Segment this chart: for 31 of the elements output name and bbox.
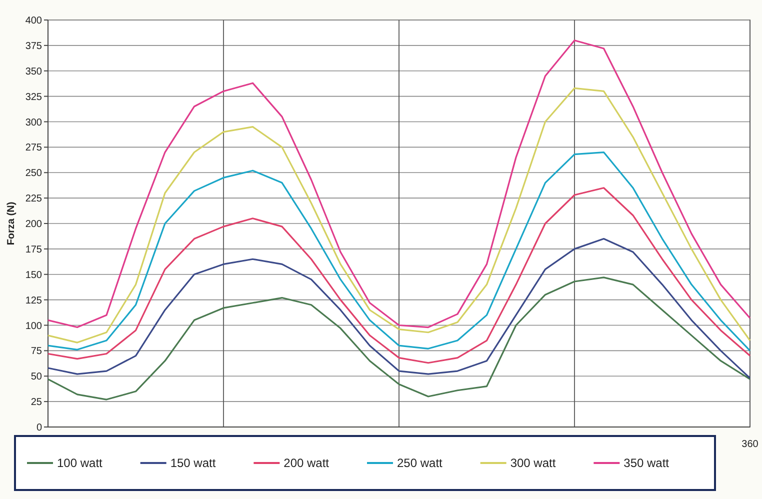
- legend-label: 100 watt: [57, 456, 104, 470]
- y-axis-title: Forza (N): [6, 202, 17, 246]
- legend-label: 150 watt: [170, 456, 216, 470]
- y-tick-label: 400: [25, 16, 42, 26]
- y-tick-label: 175: [25, 244, 42, 256]
- y-tick-label: 375: [25, 40, 42, 52]
- line-series: [47, 187, 751, 364]
- y-tick-label: 150: [25, 270, 42, 281]
- legend-label: 300 watt: [510, 456, 556, 470]
- y-tick-label: 200: [25, 219, 42, 230]
- legend-label: 200 watt: [284, 456, 330, 470]
- y-tick-label: 300: [25, 117, 42, 128]
- text: 360: [742, 439, 759, 450]
- y-tick-label: 250: [25, 168, 42, 180]
- y-tick-label: 225: [25, 194, 42, 205]
- y-tick-label: 350: [25, 66, 42, 78]
- y-tick-label: 125: [25, 295, 42, 306]
- y-tick-label: 75: [30, 346, 42, 358]
- line-series: [47, 238, 751, 379]
- line-series: [47, 151, 751, 352]
- line-series: [47, 40, 751, 328]
- y-tick-label: 325: [25, 92, 42, 103]
- line-series: [47, 87, 751, 344]
- legend-label: 350 watt: [624, 456, 670, 470]
- y-tick-label: 100: [25, 320, 42, 332]
- legend-label: 250 watt: [397, 456, 444, 470]
- y-tick-label: 0: [36, 422, 42, 434]
- y-tick-label: 25: [30, 397, 42, 408]
- y-tick-label: 275: [25, 142, 42, 154]
- y-tick-label: 50: [30, 372, 42, 383]
- line-series: [47, 276, 751, 400]
